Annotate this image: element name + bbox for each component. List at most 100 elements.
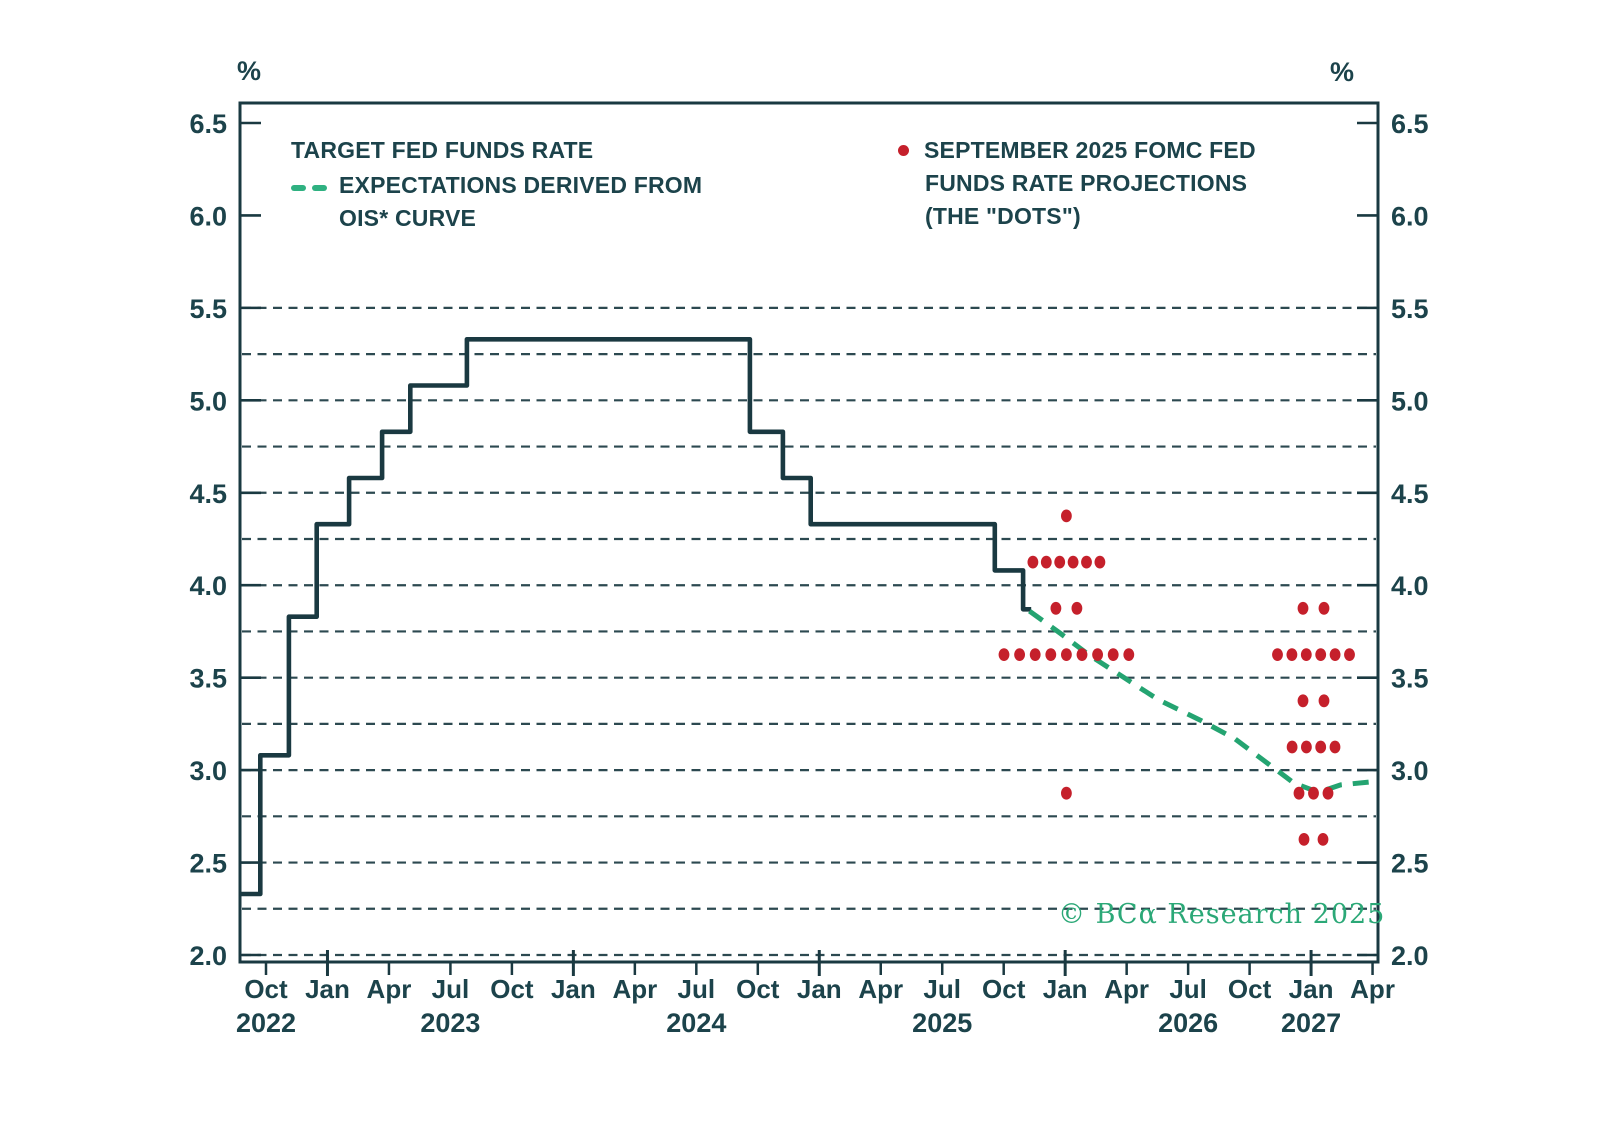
- x-tick-label: Oct: [982, 974, 1026, 1004]
- fomc-dot: [1308, 786, 1319, 800]
- y-tick-label-right: 3.0: [1391, 756, 1429, 786]
- y-tick-label-right: 3.5: [1391, 664, 1429, 694]
- legend-right: SEPTEMBER 2025 FOMC FED FUNDS RATE PROJE…: [898, 134, 1256, 233]
- y-axis-ticks-labels: 6.5 6.5 6.0 6.0 5.5 5.5 5.0 5.0 4.5 4.5 4.0 4.0 3.5 3…: [189, 109, 1428, 971]
- x-axis-ticks-labels: Oct 2022 Jan Apr Jul 2023 Oct Jan Apr Jul 2024 Oct J…: [236, 950, 1395, 1038]
- y-tick-label-right: 2.0: [1391, 941, 1429, 971]
- y-tick-label-right: 6.0: [1391, 201, 1429, 231]
- fomc-dot: [1329, 740, 1341, 754]
- legend-dots-line2-row: FUNDS RATE PROJECTIONS: [898, 167, 1256, 200]
- x-year-label: 2025: [912, 1008, 972, 1038]
- x-year-label: 2022: [236, 1008, 296, 1038]
- legend-dots-label-line1: SEPTEMBER 2025 FOMC FED: [924, 137, 1256, 163]
- fomc-dot: [1297, 694, 1309, 708]
- watermark-bca-research: © BCα Research 2025: [1058, 899, 1386, 930]
- fomc-dot: [1318, 694, 1330, 708]
- x-tick-label: Apr: [1104, 974, 1149, 1004]
- axis-border: [238, 101, 1380, 964]
- x-tick-label: Jul: [678, 974, 716, 1004]
- y-tick-label-right: 5.0: [1391, 386, 1429, 416]
- fomc-dot: [1061, 509, 1072, 523]
- fomc-dot: [1045, 648, 1057, 661]
- y-tick-label-left: 4.5: [189, 479, 227, 509]
- y-tick-label-left: 6.5: [189, 109, 227, 139]
- legend-dots-line3-row: (THE "DOTS"): [898, 200, 1256, 233]
- fomc-dot: [1061, 648, 1072, 661]
- gridlines: [242, 306, 1376, 957]
- fomc-dot: [1315, 740, 1327, 754]
- legend-dots-line1-row: SEPTEMBER 2025 FOMC FED: [898, 134, 1256, 167]
- fomc-dot: [1027, 555, 1039, 569]
- y-axis-unit-left: %: [237, 56, 262, 86]
- x-tick-label: Jan: [305, 974, 350, 1004]
- y-tick-label-right: 5.5: [1391, 294, 1429, 324]
- x-tick-label: Oct: [490, 974, 534, 1004]
- fomc-dot: [1315, 648, 1327, 661]
- x-year-label: 2026: [1158, 1008, 1218, 1038]
- y-tick-label-left: 5.5: [189, 294, 227, 324]
- legend-ois-label-line2: OIS* CURVE: [339, 205, 477, 231]
- fomc-dot: [1329, 648, 1341, 661]
- fomc-dot: [1029, 648, 1041, 661]
- x-tick-label: Jul: [1169, 974, 1207, 1004]
- legend-left: TARGET FED FUNDS RATE EXPECTATIONS DERIV…: [291, 134, 702, 235]
- legend-ois: EXPECTATIONS DERIVED FROM: [291, 167, 702, 202]
- x-tick-label: Jul: [923, 974, 961, 1004]
- x-tick-label: Oct: [736, 974, 780, 1004]
- fomc-dot: [1081, 555, 1092, 569]
- fomc-dot: [1067, 555, 1079, 569]
- axis-frame: [238, 101, 1380, 964]
- y-tick-label-right: 4.0: [1391, 571, 1429, 601]
- x-tick-label: Jul: [432, 974, 470, 1004]
- x-tick-label: Apr: [367, 974, 412, 1004]
- y-tick-label-left: 5.0: [189, 386, 227, 416]
- fomc-dot: [1293, 786, 1305, 800]
- fomc-dot: [1318, 601, 1330, 615]
- x-tick-label: Apr: [858, 974, 903, 1004]
- x-tick-label: Apr: [612, 974, 657, 1004]
- legend-dots-label-line3: (THE "DOTS"): [925, 203, 1081, 229]
- legend-dots-label-line2: FUNDS RATE PROJECTIONS: [925, 170, 1248, 196]
- fomc-dot-swatch: [898, 145, 909, 156]
- y-tick-label-left: 6.0: [189, 201, 227, 231]
- fomc-dot: [1094, 555, 1106, 569]
- x-tick-label: Jan: [1289, 974, 1334, 1004]
- y-tick-label-right: 4.5: [1391, 479, 1429, 509]
- y-axis-unit-right: %: [1330, 57, 1355, 87]
- fomc-dot: [1107, 648, 1119, 661]
- x-tick-label: Oct: [244, 974, 288, 1004]
- x-tick-label: Apr: [1350, 974, 1395, 1004]
- y-tick-label-left: 4.0: [189, 571, 227, 601]
- legend-ois-label-line1: EXPECTATIONS DERIVED FROM: [339, 172, 703, 198]
- x-year-label: 2023: [420, 1008, 480, 1038]
- fomc-dot: [1123, 648, 1135, 661]
- fomc-dot: [1076, 648, 1088, 661]
- x-year-label: 2024: [666, 1008, 726, 1038]
- target-rate-series: [239, 337, 1032, 897]
- fomc-dot: [1286, 740, 1298, 754]
- y-tick-label-left: 3.5: [189, 664, 227, 694]
- fomc-dot: [1061, 786, 1072, 800]
- ois-dash-swatch: [291, 167, 335, 200]
- fomc-dot: [1322, 786, 1334, 800]
- fomc-dot: [1054, 555, 1066, 569]
- fomc-dot: [1300, 648, 1312, 661]
- x-year-label: 2027: [1281, 1008, 1341, 1038]
- fomc-dot: [1071, 601, 1083, 615]
- fomc-dot: [1344, 648, 1355, 661]
- legend-target-rate: TARGET FED FUNDS RATE: [291, 134, 702, 167]
- fomc-dot: [1272, 648, 1283, 661]
- fomc-dot: [1050, 601, 1062, 615]
- fomc-dot: [1092, 648, 1103, 661]
- legend-target-rate-label: TARGET FED FUNDS RATE: [291, 137, 594, 163]
- y-tick-label-right: 2.5: [1391, 849, 1429, 879]
- fomc-dot: [1014, 648, 1025, 661]
- fomc-dot: [1317, 833, 1329, 846]
- x-tick-label: Jan: [551, 974, 596, 1004]
- y-tick-label-left: 3.0: [189, 756, 227, 786]
- legend-ois-line2: OIS* CURVE: [291, 202, 702, 235]
- fomc-dot: [1301, 740, 1312, 754]
- fomc-dot: [998, 648, 1010, 661]
- x-tick-label: Jan: [1043, 974, 1088, 1004]
